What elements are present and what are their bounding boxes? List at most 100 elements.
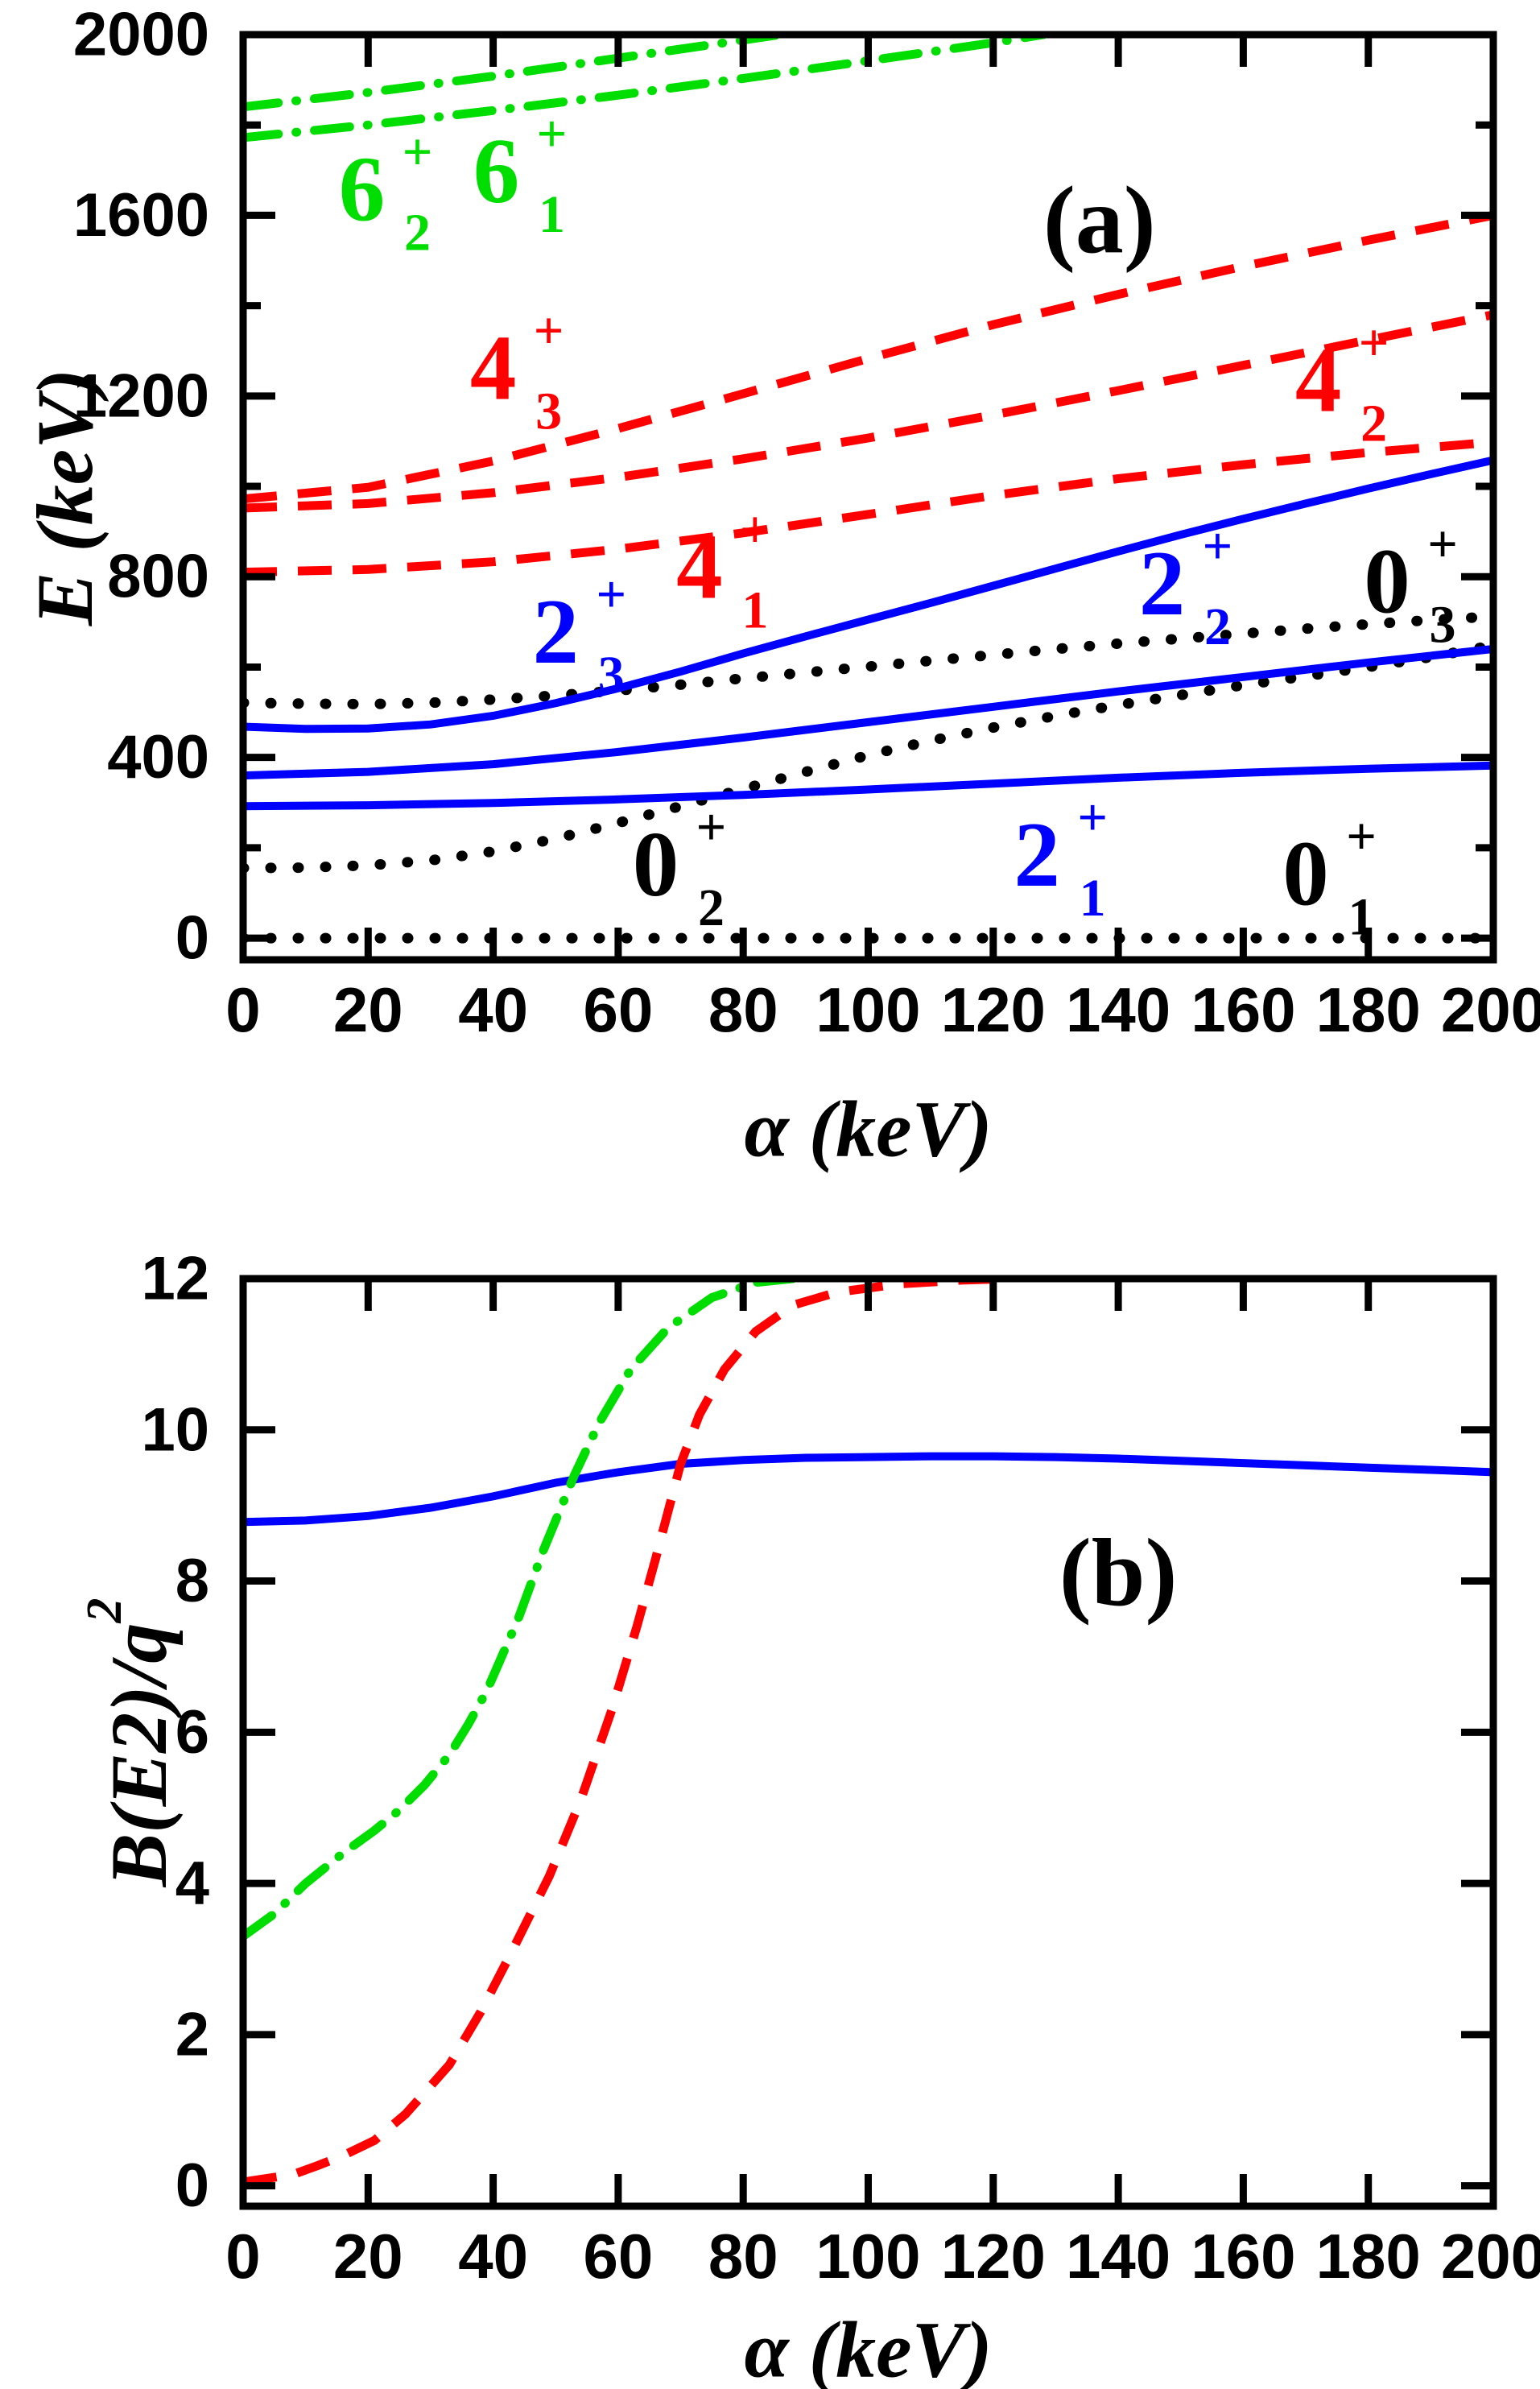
curve-6_1: [243, 35, 1048, 143]
curve-4_2: [243, 310, 1493, 513]
x-tick-label-b-180: 180: [1316, 2221, 1421, 2292]
ticks-b: [239, 1275, 1497, 2206]
x-tick-label-b-60: 60: [584, 2221, 654, 2292]
svg-text:+: +: [1427, 515, 1458, 573]
x-tick-label-b-80: 80: [708, 2221, 778, 2292]
curve-be2-green-dashdot: [243, 1279, 798, 1941]
state-label-6_2: 6 +2: [339, 122, 433, 262]
y-axis-title-a: E (keV): [20, 369, 109, 626]
curve-2_1: [243, 761, 1493, 811]
svg-text:1: 1: [1348, 887, 1375, 946]
y-tick-label-b-12: 12: [141, 1245, 209, 1313]
y-tick-label-b-8: 8: [175, 1547, 209, 1615]
curve-be2-blue-solid: [243, 1452, 1493, 1527]
state-label-4_2: 4 +2: [1295, 314, 1389, 453]
svg-text:3: 3: [598, 646, 625, 705]
x-tick-label-a-180: 180: [1316, 974, 1421, 1045]
svg-text:2: 2: [698, 878, 725, 937]
x-tick-label-a-40: 40: [458, 974, 528, 1045]
svg-text:+: +: [696, 798, 727, 857]
curve-4_1: [243, 437, 1493, 577]
svg-text:4: 4: [1295, 329, 1342, 432]
svg-text:0: 0: [1364, 530, 1410, 632]
svg-text:+: +: [403, 122, 433, 181]
state-label-0_2: 0 +2: [633, 798, 727, 937]
x-tick-label-a-20: 20: [333, 974, 403, 1045]
svg-text:6: 6: [339, 138, 386, 240]
svg-text:3: 3: [1429, 595, 1455, 654]
svg-text:2: 2: [1204, 597, 1231, 656]
panel-label-b: (b): [1059, 1519, 1178, 1626]
state-label-4_1: 4 +1: [676, 500, 770, 639]
svg-text:1: 1: [741, 581, 768, 639]
svg-text:+: +: [537, 105, 568, 163]
svg-text:4: 4: [676, 515, 723, 618]
svg-text:4: 4: [470, 317, 517, 420]
curve-2_3: [243, 456, 1493, 734]
curve-6_2: [243, 35, 786, 112]
series-group-b: [243, 1279, 1493, 2187]
x-tick-label-b-100: 100: [815, 2221, 920, 2292]
panel-label-a: (a): [1043, 167, 1156, 274]
svg-text:+: +: [1077, 788, 1108, 847]
x-tick-label-b-200: 200: [1441, 2221, 1540, 2292]
svg-text:+: +: [1203, 517, 1233, 576]
x-tick-label-b-0: 0: [225, 2221, 260, 2292]
state-label-0_3: 0 +3: [1364, 515, 1458, 654]
y-tick-label-b-6: 6: [175, 1698, 209, 1767]
x-tick-label-a-100: 100: [815, 974, 920, 1045]
svg-text:+: +: [596, 565, 626, 624]
x-tick-label-a-140: 140: [1066, 974, 1170, 1045]
svg-text:2: 2: [533, 581, 580, 683]
state-label-4_3: 4 +3: [470, 302, 564, 441]
x-tick-label-a-60: 60: [584, 974, 654, 1045]
state-label-6_1: 6 +1: [473, 105, 568, 244]
x-axis-title-b: α (keV): [744, 2305, 992, 2389]
x-axis-title-a: α (keV): [744, 1085, 992, 1174]
y-tick-label-b-2: 2: [175, 2000, 209, 2069]
curve-2_2: [243, 645, 1493, 780]
plot-frame-b: [239, 1275, 1497, 2210]
x-tick-label-a-80: 80: [708, 974, 778, 1045]
svg-text:+: +: [1346, 807, 1377, 866]
svg-text:0: 0: [633, 813, 679, 916]
x-tick-label-b-120: 120: [941, 2221, 1046, 2292]
x-tick-label-a-200: 200: [1441, 974, 1540, 1045]
y-tick-label-a-1200: 1200: [73, 362, 209, 430]
panel-a: 0 20 40 60 80 100 120 140 160 180 2000400800120016…: [20, 1, 1540, 1174]
svg-text:+: +: [1359, 314, 1389, 373]
svg-text:2: 2: [404, 203, 431, 262]
state-label-2_3: 2 +3: [533, 565, 627, 705]
svg-text:1: 1: [1080, 869, 1106, 928]
y-tick-label-a-1600: 1600: [73, 181, 209, 250]
y-tick-label-a-800: 800: [107, 543, 209, 611]
curve-4_3: [243, 211, 1493, 504]
y-tick-label-b-4: 4: [175, 1850, 209, 1918]
y-tick-label-a-400: 400: [107, 723, 209, 792]
svg-text:+: +: [740, 500, 770, 559]
svg-text:1: 1: [539, 185, 565, 244]
x-tick-label-b-160: 160: [1191, 2221, 1295, 2292]
svg-text:+: +: [534, 302, 564, 361]
x-tick-label-b-20: 20: [333, 2221, 403, 2292]
svg-text:3: 3: [535, 382, 562, 441]
state-label-2_2: 2 +2: [1139, 517, 1233, 656]
svg-text:6: 6: [473, 120, 520, 222]
x-tick-label-a-160: 160: [1191, 974, 1295, 1045]
y-tick-label-b-0: 0: [175, 2151, 209, 2220]
x-tick-label-b-140: 140: [1066, 2221, 1170, 2292]
state-label-0_1: 0 +1: [1282, 807, 1377, 946]
x-tick-label-a-0: 0: [225, 974, 260, 1045]
panel-b: 0 20 40 60 80 100 120 140 160 180 200 0 2 4 6 8 10 12 α (k…: [77, 1245, 1540, 2389]
curve-be2-red-dash: [243, 1279, 1013, 2187]
state-label-2_1: 2 +1: [1014, 788, 1108, 928]
y-tick-label-b-10: 10: [141, 1395, 209, 1464]
x-tick-label-a-120: 120: [941, 974, 1046, 1045]
y-tick-label-a-2000: 2000: [73, 1, 209, 69]
svg-text:2: 2: [1139, 532, 1186, 634]
svg-text:2: 2: [1360, 395, 1387, 453]
y-axis-title-b: B(E2)/q2: [77, 1598, 184, 1888]
x-tick-label-b-40: 40: [458, 2221, 528, 2292]
